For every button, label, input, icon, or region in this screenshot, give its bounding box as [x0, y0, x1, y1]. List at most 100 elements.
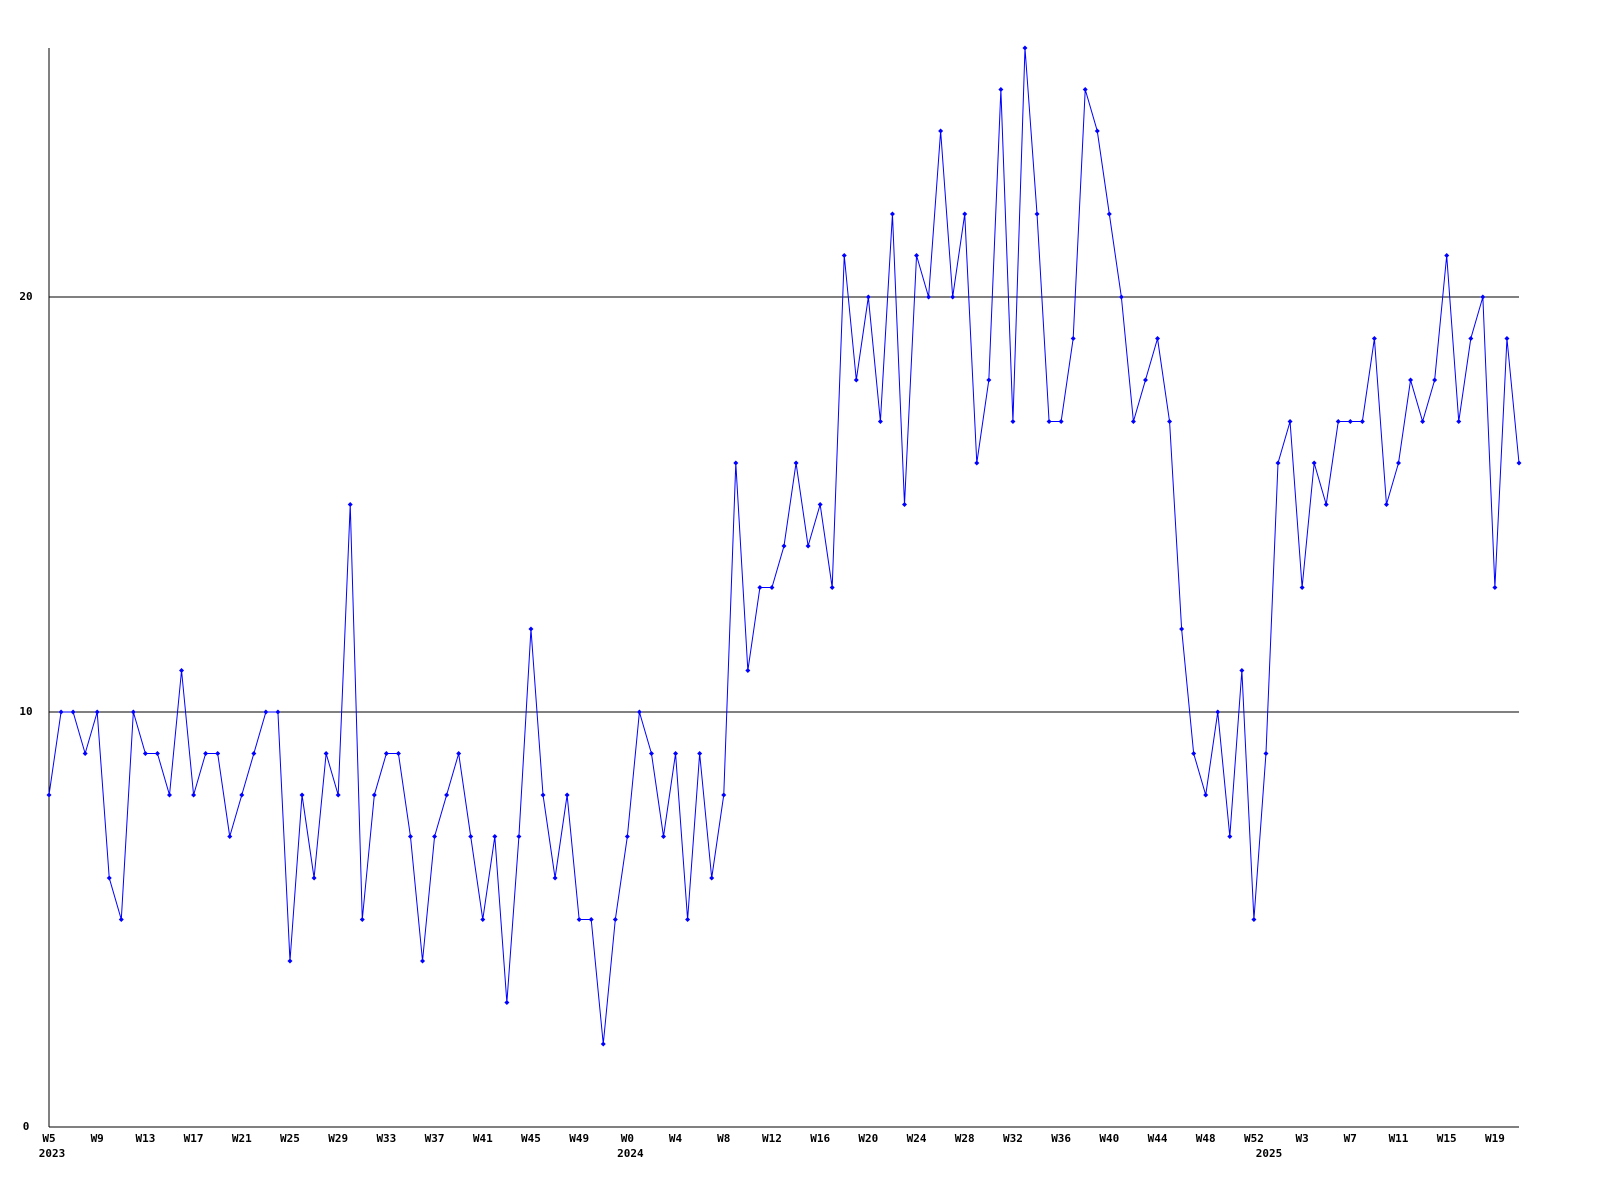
data-point [1456, 419, 1462, 424]
data-point [781, 543, 787, 549]
data-point [564, 792, 570, 798]
data-point [998, 87, 1004, 92]
data-point [793, 460, 799, 466]
data-point [1311, 460, 1317, 466]
data-point [395, 751, 401, 756]
data-point [769, 585, 775, 590]
y-tick-label: 10 [19, 705, 32, 718]
data-point [1287, 419, 1293, 424]
data-point [1046, 419, 1052, 424]
data-point [986, 377, 992, 383]
data-point [130, 709, 136, 715]
data-point [624, 834, 630, 839]
data-point [1022, 45, 1028, 51]
data-point [673, 751, 679, 756]
data-point [1444, 253, 1450, 258]
data-point [841, 253, 847, 258]
data-point [1408, 377, 1414, 383]
x-tick-label: W33 [376, 1132, 396, 1145]
x-tick-label: W41 [473, 1132, 493, 1145]
x-tick-label: W8 [717, 1132, 730, 1145]
x-tick-label: W15 [1437, 1132, 1457, 1145]
data-point [1094, 128, 1100, 134]
data-point [600, 1041, 606, 1047]
data-point [1179, 626, 1185, 632]
data-point [154, 751, 160, 756]
data-point [1203, 792, 1209, 798]
data-point [251, 751, 257, 756]
data-point [1323, 502, 1329, 507]
data-point [432, 834, 438, 839]
data-point [829, 585, 835, 590]
data-point [1359, 419, 1365, 424]
data-point [576, 917, 582, 922]
x-tick-label: W32 [1003, 1132, 1023, 1145]
data-point [914, 253, 920, 258]
data-point [697, 751, 703, 756]
x-tick-label: W11 [1389, 1132, 1409, 1145]
data-point [1263, 751, 1269, 756]
x-tick-label: W52 [1244, 1132, 1264, 1145]
data-point [685, 917, 691, 922]
data-point [1516, 460, 1522, 466]
data-point [1335, 419, 1341, 424]
data-point [263, 709, 269, 715]
data-point [1106, 211, 1112, 217]
data-point [612, 917, 618, 922]
data-point [94, 709, 100, 715]
x-year-label: 2023 [39, 1147, 66, 1160]
data-point [636, 709, 642, 715]
data-point [962, 211, 968, 217]
x-tick-label: W19 [1485, 1132, 1505, 1145]
data-point [203, 751, 209, 756]
data-point [275, 709, 281, 715]
data-point [1118, 294, 1124, 300]
data-point [1034, 211, 1040, 217]
data-point [383, 751, 389, 756]
data-point [239, 792, 245, 798]
data-point [889, 211, 895, 217]
x-tick-label: W36 [1051, 1132, 1071, 1145]
data-point [1239, 668, 1245, 673]
data-point [1480, 294, 1486, 300]
data-point [1432, 377, 1438, 383]
data-point [359, 917, 365, 922]
data-point [407, 834, 413, 839]
data-point [444, 792, 450, 798]
data-point [1227, 834, 1233, 839]
data-point [492, 834, 498, 839]
data-point [347, 502, 353, 507]
x-tick-label: W7 [1344, 1132, 1357, 1145]
data-point [1468, 336, 1474, 341]
data-point [588, 917, 594, 922]
data-point [661, 834, 667, 839]
data-point [721, 792, 727, 798]
data-point [1251, 917, 1257, 922]
data-point [1130, 419, 1136, 424]
data-point [46, 792, 52, 798]
data-point [191, 792, 197, 798]
data-point [817, 502, 823, 507]
data-point [901, 502, 907, 507]
data-point [227, 834, 233, 839]
data-point [420, 958, 426, 964]
data-point [1155, 336, 1161, 341]
x-tick-label: W16 [810, 1132, 830, 1145]
data-point [456, 751, 462, 756]
data-point [853, 377, 859, 383]
x-tick-label: W44 [1148, 1132, 1168, 1145]
data-point [70, 709, 76, 715]
x-tick-label: W25 [280, 1132, 300, 1145]
data-point [540, 792, 546, 798]
data-point [299, 792, 305, 798]
data-point [179, 668, 185, 673]
data-point [1383, 502, 1389, 507]
x-tick-label: W3 [1295, 1132, 1308, 1145]
data-point [1070, 336, 1076, 341]
data-point [648, 751, 654, 756]
x-tick-label: W21 [232, 1132, 252, 1145]
data-point [552, 875, 558, 881]
data-point [1082, 87, 1088, 92]
